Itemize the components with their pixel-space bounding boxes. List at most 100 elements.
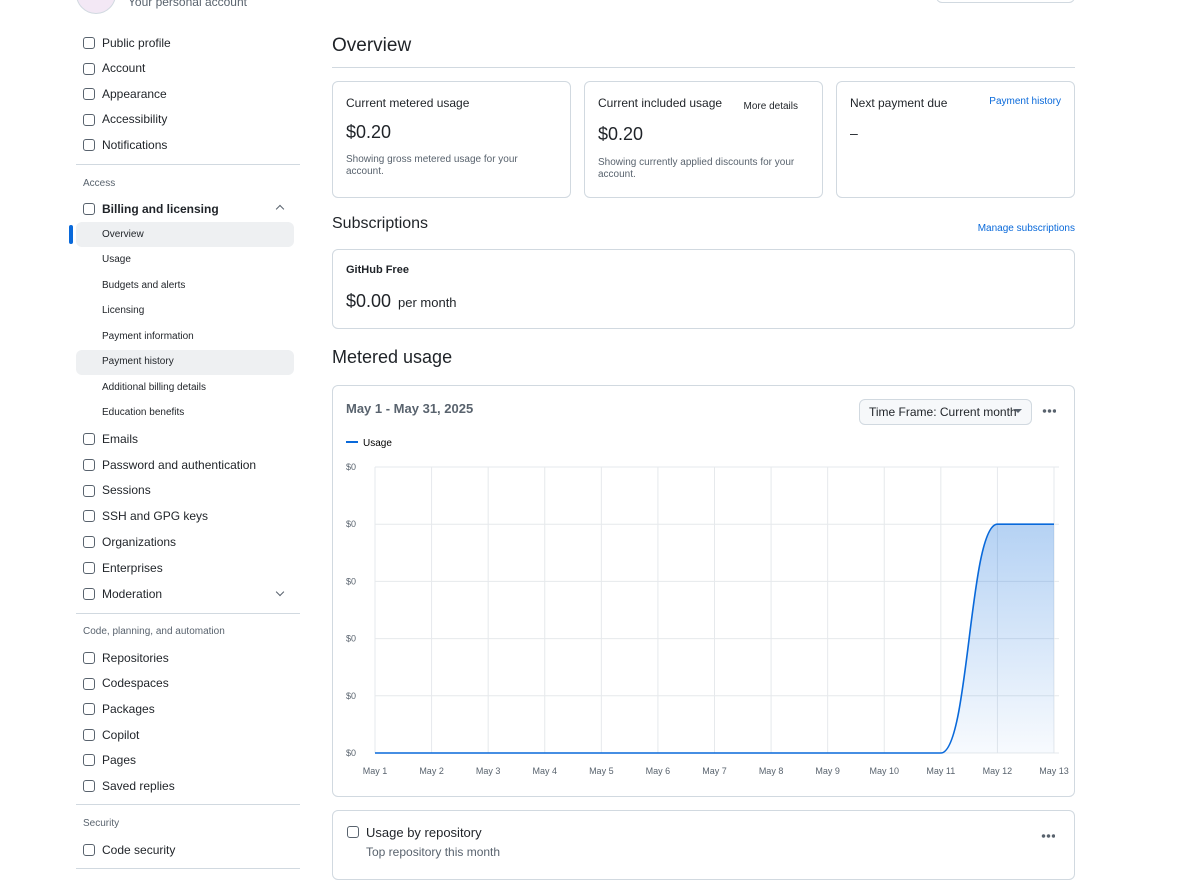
icon (83, 510, 95, 523)
card-title: Usage by repository (366, 825, 482, 841)
card-amount: $0.20 (346, 122, 392, 143)
y-tick-label: $0 (346, 519, 356, 529)
y-tick-label: $0 (346, 576, 356, 586)
icon (83, 458, 95, 471)
icon (347, 826, 359, 838)
x-tick-label: May 13 (1039, 766, 1069, 776)
icon (83, 37, 95, 49)
section-title: Subscriptions (332, 215, 429, 233)
divider (76, 613, 300, 614)
nav-item[interactable]: SSH and GPG keys (102, 509, 209, 524)
icon (83, 62, 95, 75)
top-button[interactable] (936, 0, 1075, 3)
nav-item[interactable]: Pages (102, 753, 137, 768)
chart-card: $0 $0 $0 $0 $0 $0 May 1 May 2 May 3 May 4 May 5 May… (332, 385, 1075, 797)
icon (83, 703, 95, 716)
nav-item[interactable]: Sessions (102, 483, 151, 498)
plan-amount: $0.00 (346, 291, 392, 312)
nav-item[interactable]: Password and authentication (102, 457, 257, 472)
section-heading: Security (83, 818, 120, 829)
selected-indicator (69, 225, 73, 244)
icon (83, 728, 95, 741)
card-amount: $0.20 (598, 124, 644, 145)
card-title: Current metered usage (346, 95, 470, 110)
sub-nav-item[interactable]: Additional billing details (102, 381, 206, 393)
nav-item[interactable]: Organizations (102, 535, 177, 549)
hover-bg (76, 350, 294, 375)
chart: $0 $0 $0 $0 $0 $0 May 1 May 2 May 3 May 4 May 5 May… (346, 438, 1069, 776)
more-button[interactable] (1042, 409, 1056, 413)
icon (83, 113, 95, 126)
y-tick-label: $0 (346, 634, 356, 644)
nav-item[interactable]: Codespaces (102, 676, 169, 691)
sub-nav-item[interactable]: Usage (102, 254, 131, 265)
card-link[interactable]: More details (743, 101, 798, 112)
page-title: Overview (332, 34, 412, 56)
link[interactable]: Manage subscriptions (977, 223, 1075, 234)
x-tick-label: May 6 (646, 766, 671, 776)
sub-nav-item[interactable]: Payment information (102, 330, 194, 342)
x-tick-label: May 3 (476, 766, 501, 776)
icon (83, 484, 95, 497)
icon (83, 754, 95, 767)
nav-item[interactable]: Emails (102, 431, 139, 446)
section-heading: Access (83, 178, 116, 189)
nav-item[interactable]: Public profile (102, 35, 171, 50)
x-tick-label: May 2 (419, 766, 444, 776)
nav-item[interactable]: Packages (102, 702, 155, 716)
icon (83, 587, 95, 600)
summary-card (836, 81, 1075, 198)
nav-item[interactable]: Saved replies (102, 778, 175, 793)
legend-label: Usage (363, 438, 392, 449)
nav-item[interactable]: Enterprises (102, 560, 163, 575)
avatar (76, 0, 116, 14)
card-note: Showing gross metered usage for your acc… (346, 154, 518, 177)
card-subtitle: Top repository this month (366, 844, 501, 859)
card-link[interactable]: Payment history (989, 96, 1061, 107)
nav-item[interactable]: Moderation (102, 586, 163, 601)
nav-item[interactable]: Accessibility (102, 112, 168, 127)
sub-nav-item[interactable]: Education benefits (102, 407, 185, 418)
plan-name: GitHub Free (346, 264, 409, 277)
date-range: May 1 - May 31, 2025 (346, 401, 474, 417)
y-tick-label: $0 (346, 748, 356, 758)
icon (83, 677, 95, 690)
nav-item[interactable]: Billing and licensing (102, 201, 219, 216)
section-heading: Code, planning, and automation (83, 626, 225, 637)
chevron (275, 204, 285, 214)
nav-item[interactable]: Notifications (102, 137, 168, 152)
sub-nav-item[interactable]: Payment history (102, 356, 174, 367)
nav-item[interactable]: Copilot (102, 727, 140, 742)
dropdown[interactable] (859, 399, 1032, 425)
repo-card (332, 810, 1075, 880)
dropdown-label: Time Frame: Current month (869, 404, 1017, 419)
icon (83, 88, 95, 100)
summary-card (332, 81, 571, 198)
y-tick-label: $0 (346, 691, 356, 701)
summary-card (584, 81, 823, 198)
nav-item[interactable]: Appearance (102, 86, 167, 101)
nav-item[interactable]: Repositories (102, 650, 169, 665)
icon (83, 652, 95, 664)
sub-nav-item[interactable]: Budgets and alerts (102, 279, 186, 291)
x-tick-label: May 8 (759, 766, 784, 776)
sub-nav-item[interactable]: Licensing (102, 305, 145, 316)
x-tick-label: May 5 (589, 766, 614, 776)
divider (76, 164, 300, 165)
icon (83, 139, 95, 151)
nav-item[interactable]: Account (102, 61, 146, 76)
plan-period: per month (398, 295, 457, 311)
x-tick-label: May 9 (815, 766, 840, 776)
x-tick-label: May 10 (869, 766, 899, 776)
nav-item[interactable]: Code security (102, 842, 176, 857)
x-tick-label: May 4 (532, 766, 557, 776)
sub-nav-item[interactable]: Overview (102, 228, 144, 240)
y-tick-label: $0 (346, 462, 356, 472)
line (375, 523, 1054, 754)
chevron (275, 587, 285, 597)
icon (83, 433, 95, 445)
more-button[interactable] (1041, 834, 1055, 838)
card-title: Current included usage (598, 95, 723, 110)
caret (1014, 409, 1022, 413)
